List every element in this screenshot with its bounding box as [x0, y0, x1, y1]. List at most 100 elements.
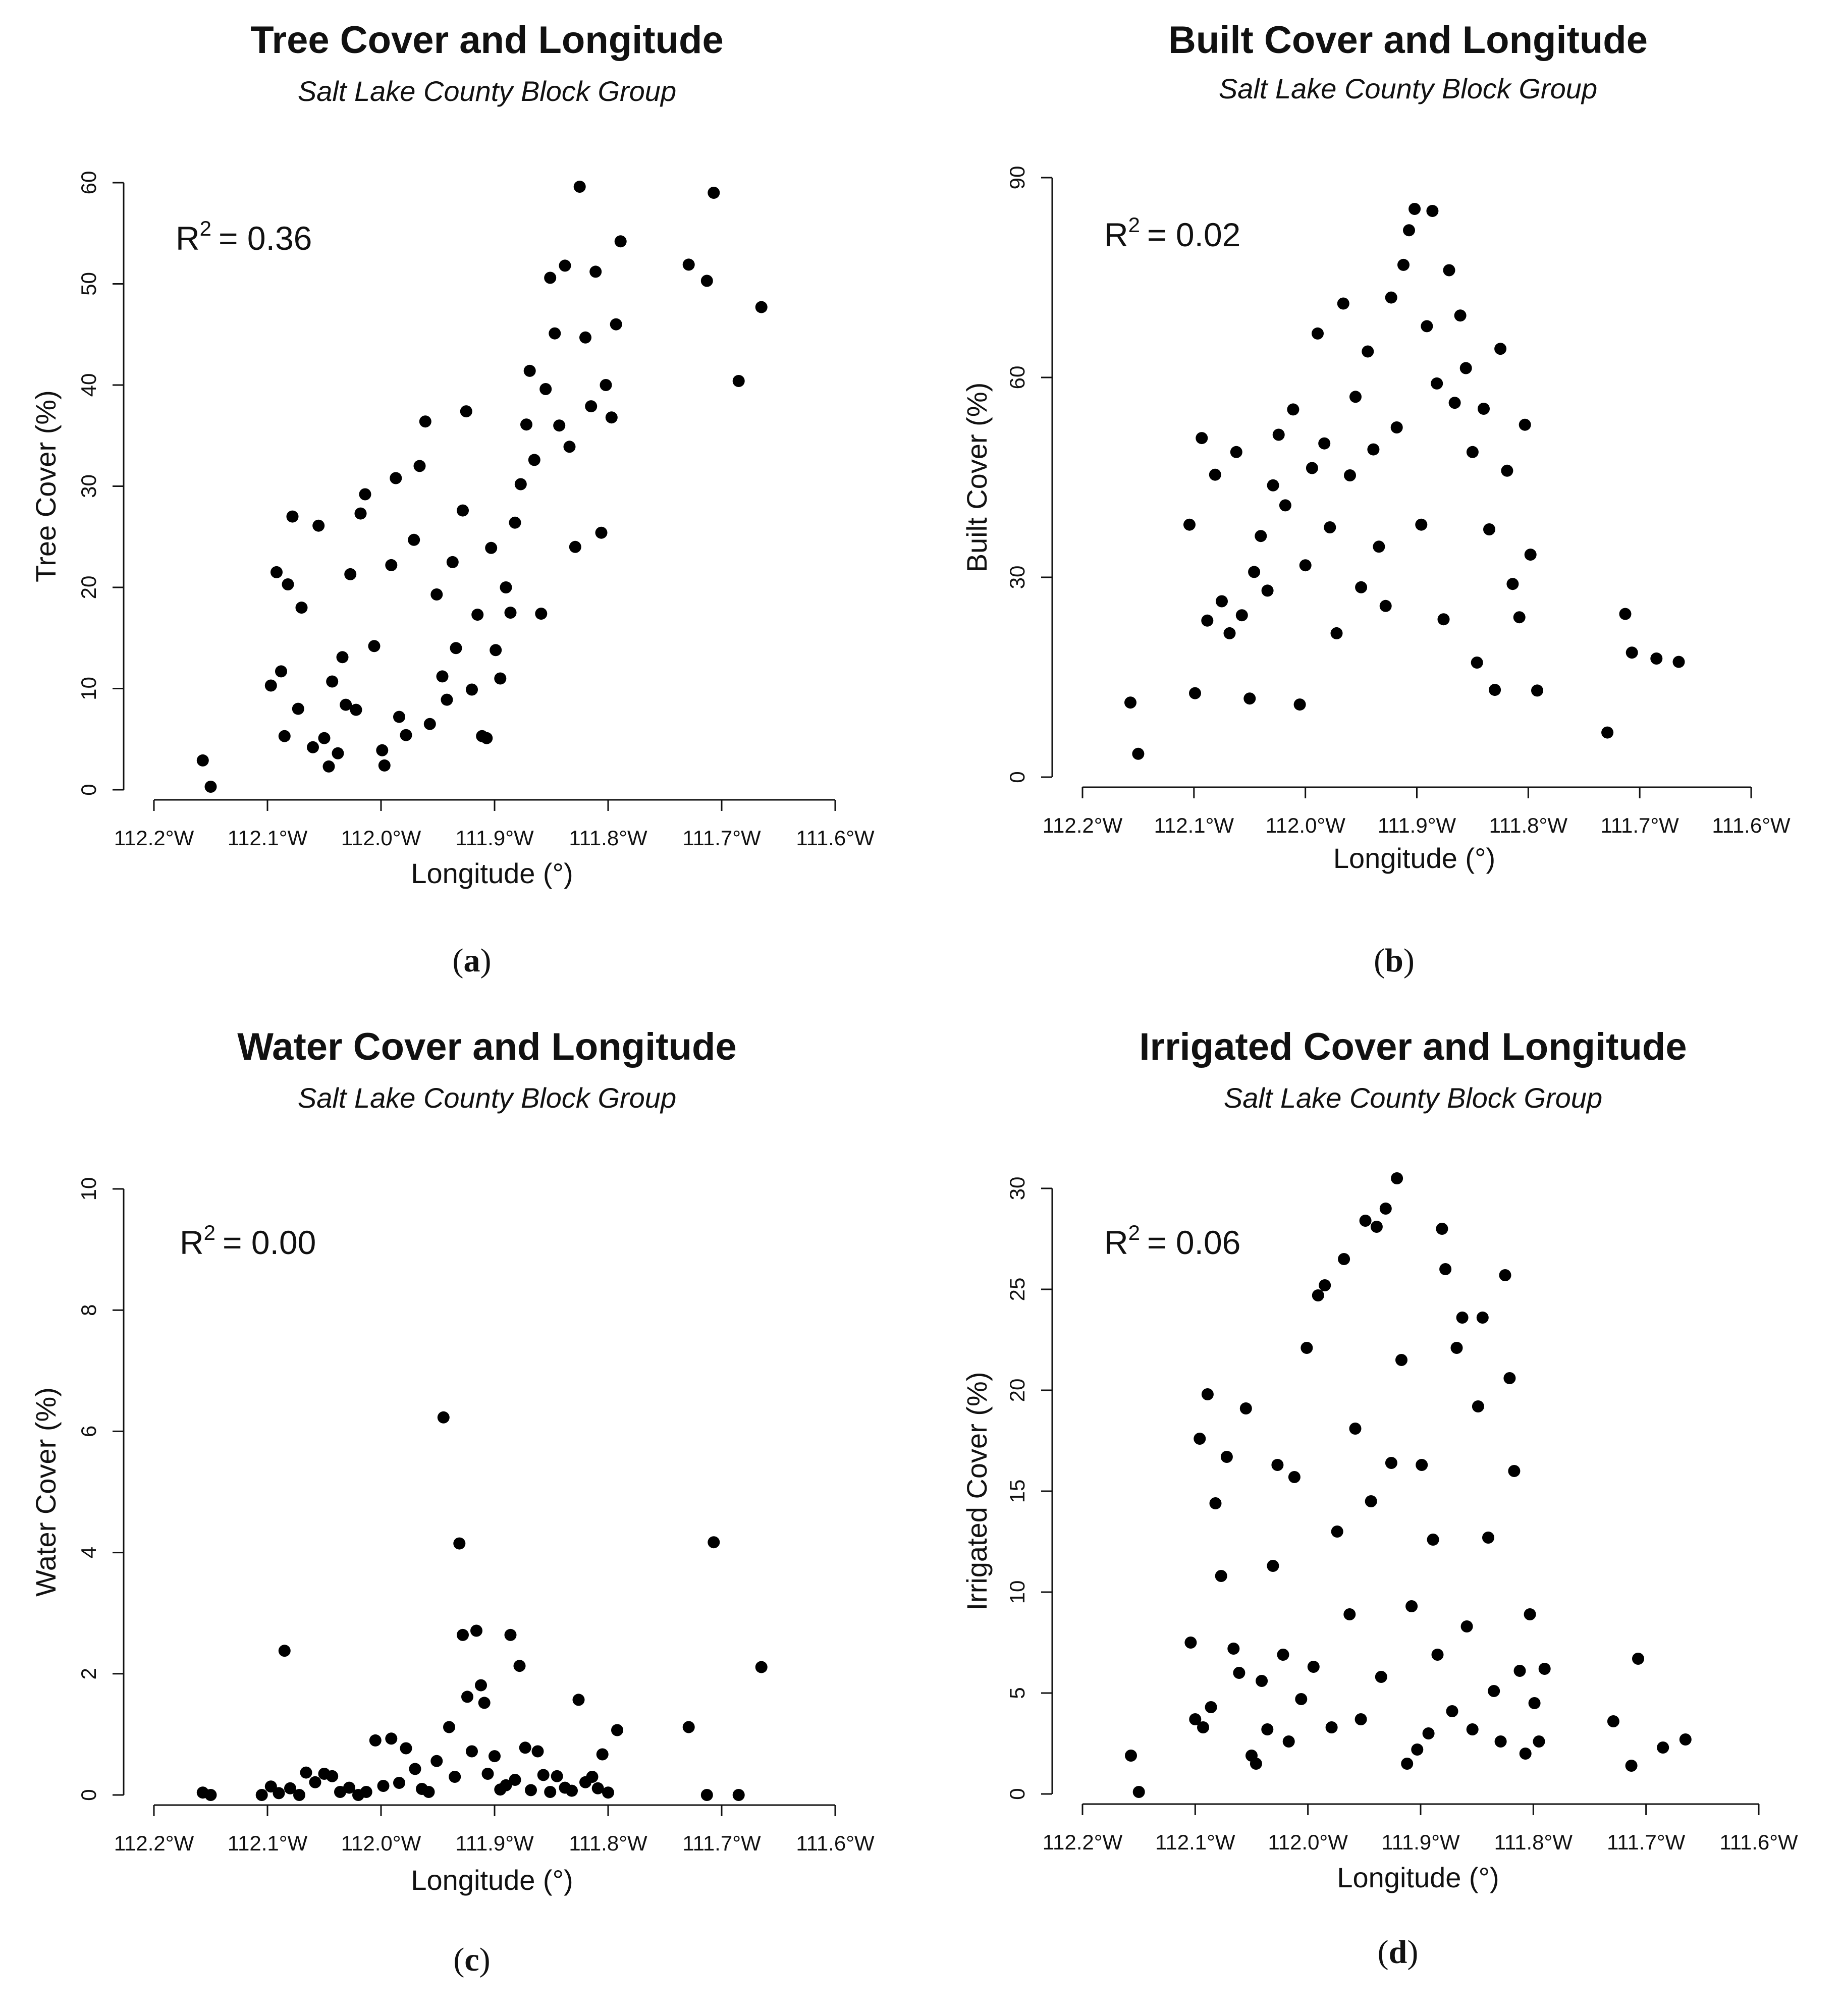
scatter-point — [385, 559, 398, 571]
scatter-point — [1319, 1279, 1331, 1291]
scatter-point — [549, 327, 561, 340]
scatter-point — [390, 472, 402, 484]
scatter-point — [334, 1786, 346, 1798]
scatter-point — [400, 1742, 412, 1755]
panel-b: Built Cover and Longitude Salt Lake Count… — [961, 19, 1791, 979]
r-squared-symbol: R — [176, 220, 200, 257]
scatter-point — [1601, 726, 1614, 739]
scatter-point — [579, 331, 591, 344]
scatter-point — [755, 1661, 768, 1673]
scatter-point — [278, 730, 291, 742]
scatter-point — [1494, 1735, 1507, 1748]
scatter-point — [1466, 1723, 1479, 1735]
scatter-point — [559, 259, 571, 272]
scatter-point — [1488, 1685, 1500, 1697]
y-tick-label: 30 — [1005, 566, 1029, 589]
scatter-point — [475, 1679, 487, 1692]
scatter-point — [1267, 1560, 1279, 1572]
scatter-point — [344, 568, 357, 580]
scatter-point — [544, 271, 557, 284]
scatter-point — [1456, 1312, 1469, 1324]
scatter-point — [369, 1734, 382, 1747]
y-tick-label: 40 — [77, 373, 100, 397]
scatter-point — [610, 318, 622, 331]
scatter-point — [1318, 437, 1331, 450]
chart-subtitle: Salt Lake County Block Group — [298, 1082, 676, 1114]
scatter-point — [1132, 1786, 1145, 1798]
scatter-point — [1125, 1750, 1137, 1762]
y-axis-label: Irrigated Cover (%) — [961, 1372, 993, 1610]
x-tick-label: 112.0°W — [341, 826, 421, 850]
scatter-point — [572, 1694, 585, 1706]
scatter-point — [307, 741, 319, 753]
scatter-point — [354, 507, 367, 520]
scatter-point — [509, 516, 521, 529]
scatter-point — [1367, 443, 1380, 456]
scatter-point — [1672, 656, 1685, 668]
panel-caption: (d) — [1378, 1934, 1419, 1971]
y-tick-label: 10 — [1005, 1581, 1029, 1604]
chart-subtitle: Salt Lake County Block Group — [298, 75, 676, 107]
x-tick-label: 112.1°W — [228, 826, 308, 850]
scatter-point — [682, 258, 695, 271]
scatter-point — [1632, 1653, 1644, 1665]
scatter-point — [1277, 1649, 1289, 1661]
scatter-point — [284, 1782, 296, 1794]
y-tick-label: 30 — [1005, 1177, 1029, 1201]
scatter-point — [1426, 205, 1439, 217]
scatter-point — [708, 187, 720, 199]
scatter-point — [600, 379, 612, 391]
x-tick-label: 111.8°W — [569, 826, 647, 850]
scatter-point — [1261, 584, 1274, 597]
scatter-point — [1256, 1675, 1268, 1687]
x-tick-label: 111.8°W — [569, 1831, 647, 1855]
scatter-point — [1476, 1312, 1489, 1324]
scatter-point — [520, 418, 532, 431]
caption-letter: b — [1385, 942, 1403, 979]
chart-title: Water Cover and Longitude — [237, 1025, 736, 1068]
scatter-point — [589, 265, 602, 278]
scatter-point — [1385, 1457, 1397, 1469]
scatter-point — [1349, 391, 1362, 403]
caption-close-paren: ) — [1407, 1934, 1418, 1971]
x-tick-label: 111.6°W — [796, 1831, 875, 1855]
scatter-point — [1411, 1743, 1424, 1756]
scatter-point — [1506, 578, 1519, 590]
scatter-point — [332, 747, 344, 759]
scatter-point — [573, 181, 586, 193]
y-tick-label: 8 — [77, 1304, 100, 1316]
panel-a: Tree Cover and Longitude Salt Lake County… — [30, 19, 875, 979]
scatter-point — [1312, 1289, 1324, 1301]
scatter-point — [1194, 1433, 1206, 1445]
x-tick-label: 111.7°W — [1607, 1830, 1686, 1854]
scatter-point — [494, 672, 507, 685]
scatter-point — [1220, 1451, 1233, 1463]
scatter-point — [586, 1771, 599, 1783]
scatter-point — [466, 683, 478, 696]
r-squared-exponent: 2 — [204, 1221, 215, 1244]
scatter-point — [1132, 747, 1145, 760]
scatter-point — [509, 1774, 521, 1786]
scatter-point — [295, 602, 308, 614]
scatter-point — [1679, 1733, 1692, 1746]
scatter-point — [1459, 362, 1472, 374]
scatter-point — [500, 581, 512, 593]
scatter-point — [539, 383, 552, 395]
scatter-point — [1282, 1735, 1295, 1748]
scatter-point — [1227, 1643, 1240, 1655]
scatter-point — [1301, 1342, 1313, 1354]
r-squared-value: = 0.36 — [219, 220, 312, 257]
r-squared-symbol: R — [180, 1224, 204, 1261]
scatter-point — [1215, 1570, 1227, 1582]
scatter-point — [275, 665, 287, 678]
scatter-point — [430, 588, 443, 601]
x-tick-label: 112.1°W — [1154, 813, 1234, 837]
r-squared-value: = 0.00 — [223, 1224, 316, 1261]
scatter-point — [708, 1536, 720, 1549]
scatter-point — [470, 1624, 482, 1637]
scatter-point — [1460, 1620, 1473, 1632]
scatter-point — [1362, 345, 1374, 358]
scatter-point — [1359, 1215, 1372, 1227]
scatter-point — [1450, 1342, 1463, 1354]
